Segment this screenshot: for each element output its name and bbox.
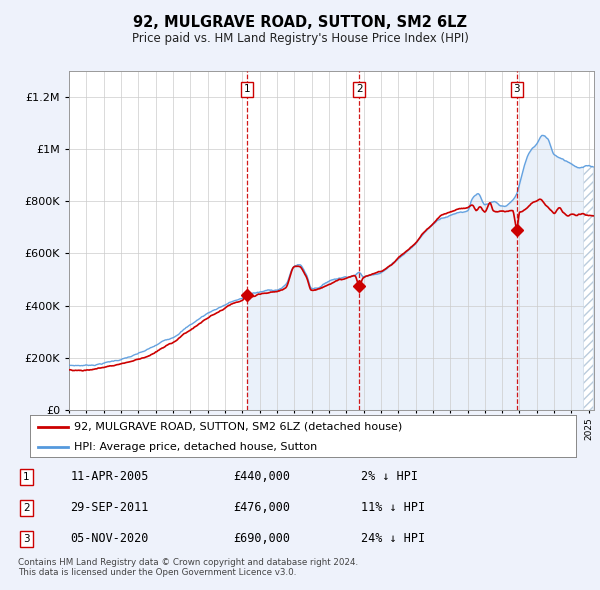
Text: £476,000: £476,000 bbox=[233, 502, 290, 514]
Text: 3: 3 bbox=[23, 534, 30, 544]
Text: 11% ↓ HPI: 11% ↓ HPI bbox=[361, 502, 425, 514]
Text: 24% ↓ HPI: 24% ↓ HPI bbox=[361, 532, 425, 545]
Text: 11-APR-2005: 11-APR-2005 bbox=[70, 470, 149, 483]
Text: 05-NOV-2020: 05-NOV-2020 bbox=[70, 532, 149, 545]
Text: 2: 2 bbox=[23, 503, 30, 513]
Text: Contains HM Land Registry data © Crown copyright and database right 2024.
This d: Contains HM Land Registry data © Crown c… bbox=[18, 558, 358, 577]
Text: 92, MULGRAVE ROAD, SUTTON, SM2 6LZ (detached house): 92, MULGRAVE ROAD, SUTTON, SM2 6LZ (deta… bbox=[74, 422, 402, 432]
Text: 92, MULGRAVE ROAD, SUTTON, SM2 6LZ: 92, MULGRAVE ROAD, SUTTON, SM2 6LZ bbox=[133, 15, 467, 30]
Text: 1: 1 bbox=[244, 84, 250, 94]
Text: 2% ↓ HPI: 2% ↓ HPI bbox=[361, 470, 418, 483]
Text: HPI: Average price, detached house, Sutton: HPI: Average price, detached house, Sutt… bbox=[74, 442, 317, 451]
Text: £690,000: £690,000 bbox=[233, 532, 290, 545]
Text: 3: 3 bbox=[514, 84, 520, 94]
Text: 1: 1 bbox=[23, 471, 30, 481]
Text: 29-SEP-2011: 29-SEP-2011 bbox=[70, 502, 149, 514]
Text: Price paid vs. HM Land Registry's House Price Index (HPI): Price paid vs. HM Land Registry's House … bbox=[131, 32, 469, 45]
Text: 2: 2 bbox=[356, 84, 362, 94]
Text: £440,000: £440,000 bbox=[233, 470, 290, 483]
